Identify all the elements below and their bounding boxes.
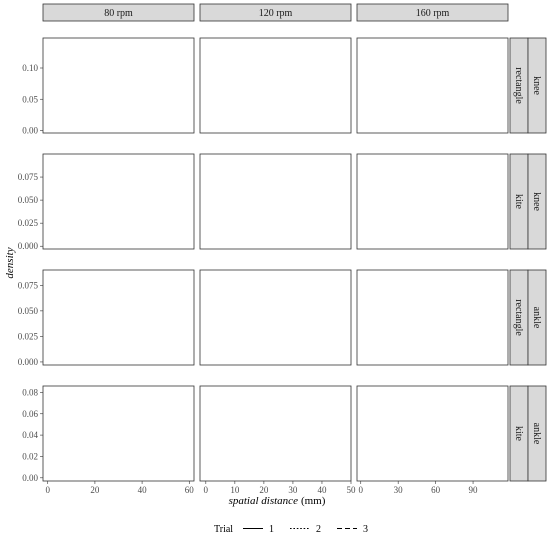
y-axis-title: density	[4, 247, 16, 278]
panel-border	[42, 153, 195, 250]
x-tick-label: 20	[259, 485, 269, 495]
panel-border	[356, 37, 509, 134]
x-tick-label: 40	[317, 485, 327, 495]
x-tick-label: 60	[431, 485, 441, 495]
legend-label: 3	[363, 524, 368, 535]
y-tick-label: 0.05	[22, 94, 38, 104]
y-tick-label: 0.08	[22, 387, 38, 397]
row-strip-joint-box	[527, 385, 547, 482]
x-axis-title-unit: (mm)	[301, 495, 326, 507]
column-strip-label: 120 rpm	[259, 8, 293, 19]
facet-panel: 0.000 0.025 0.050 0.075	[18, 269, 195, 367]
facet-panel: 0 30 60 90	[356, 385, 509, 495]
row-strip-shape-label: rectangle	[513, 299, 524, 336]
y-tick-label: 0.000	[18, 357, 39, 367]
panel-border	[42, 37, 195, 134]
column-strip	[199, 3, 352, 22]
panel-border	[356, 385, 509, 482]
x-axis-title-text: spatial distance	[229, 495, 298, 507]
x-tick-label: 90	[469, 485, 479, 495]
x-tick-label: 20	[90, 485, 100, 495]
panel-border	[199, 269, 352, 366]
panel-border	[42, 269, 195, 366]
row-strip-joint-box	[527, 37, 547, 134]
y-tick-label: 0.02	[22, 451, 38, 461]
facet-panel	[356, 269, 509, 366]
row-strip-shape-label: kite	[513, 426, 524, 442]
row-strip-joint-box	[527, 153, 547, 250]
row-strip-joint-label: ankle	[531, 423, 542, 445]
row-strip-joint-box	[527, 269, 547, 366]
y-tick-label: 0.025	[18, 218, 39, 228]
row-strip-joint-label: knee	[531, 192, 542, 211]
facet-panel: 0.00 0.02 0.04 0.06 0.08 0 20 40 60	[22, 385, 195, 495]
legend-label: 1	[269, 524, 274, 535]
panel-border	[199, 385, 352, 482]
x-tick-label: 10	[230, 485, 240, 495]
facet-panel	[356, 153, 509, 250]
y-tick-label: 0.075	[18, 280, 39, 290]
legend-title: Trial	[214, 524, 233, 535]
x-tick-label: 60	[185, 485, 195, 495]
x-tick-label: 0	[204, 485, 209, 495]
legend-label: 2	[316, 524, 321, 535]
x-tick-label: 30	[288, 485, 298, 495]
y-tick-label: 0.000	[18, 241, 39, 251]
panel-border	[42, 385, 195, 482]
panel-border	[356, 269, 509, 366]
column-strip	[356, 3, 509, 22]
y-tick-label: 0.050	[18, 306, 39, 316]
facet-panel	[199, 153, 352, 250]
row-strip-joint-label: ankle	[531, 307, 542, 329]
x-tick-label: 30	[394, 485, 404, 495]
facet-panel	[199, 37, 352, 134]
facet-panel: 0.00 0.05 0.10	[22, 37, 195, 136]
facet-panel: 0 10 20 30 40 50	[199, 385, 357, 495]
facet-panel	[356, 37, 509, 134]
row-strip-shape-label: rectangle	[513, 67, 524, 104]
x-tick-label: 50	[347, 485, 357, 495]
column-strip-label: 160 rpm	[416, 8, 450, 19]
legend: Trial 1 2 3	[214, 524, 368, 535]
y-tick-label: 0.025	[18, 331, 39, 341]
column-strip-label: 80 rpm	[104, 8, 133, 19]
x-tick-label: 40	[138, 485, 148, 495]
panel-border	[199, 153, 352, 250]
y-tick-label: 0.04	[22, 430, 38, 440]
row-strip-shape-label: kite	[513, 194, 524, 210]
facet-panel: 0.000 0.025 0.050 0.075	[18, 153, 195, 251]
panel-border	[356, 153, 509, 250]
y-tick-label: 0.075	[18, 172, 39, 182]
x-axis-title: spatial distance (mm)	[229, 495, 326, 507]
column-strip	[42, 3, 195, 22]
x-tick-label: 0	[45, 485, 50, 495]
y-tick-label: 0.06	[22, 409, 38, 419]
x-tick-label: 0	[358, 485, 363, 495]
y-tick-label: 0.050	[18, 195, 39, 205]
row-strip-joint-label: knee	[531, 76, 542, 95]
y-tick-label: 0.00	[22, 473, 38, 483]
y-tick-label: 0.00	[22, 126, 38, 136]
facet-panel	[199, 269, 352, 366]
y-tick-label: 0.10	[22, 63, 38, 73]
panel-border	[199, 37, 352, 134]
